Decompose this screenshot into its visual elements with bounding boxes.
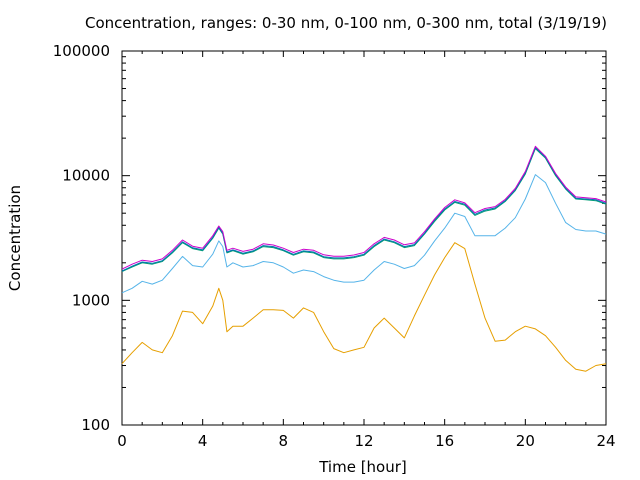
series-line-3 [121, 148, 607, 273]
x-tick-label: 0 [117, 432, 127, 450]
y-tick-label: 1000 [72, 291, 110, 309]
x-tick-label: 4 [198, 432, 208, 450]
y-tick-label: 100 [81, 416, 110, 434]
series-line-1 [121, 242, 607, 372]
y-tick-label: 100000 [53, 42, 110, 60]
plot-border [121, 50, 607, 426]
y-tick-label: 10000 [62, 167, 110, 185]
plot-frame [121, 50, 607, 426]
series-lines [121, 145, 607, 372]
axis-ticks: 0 4 8 12 16 20 24 100 1000 10000 100000 [53, 42, 616, 450]
series-line-4 [121, 147, 607, 272]
y-axis-label: Concentration [6, 185, 24, 291]
x-tick-label: 20 [516, 432, 535, 450]
chart-title: Concentration, ranges: 0-30 nm, 0-100 nm… [85, 14, 607, 32]
x-tick-label: 8 [279, 432, 289, 450]
x-tick-label: 16 [435, 432, 454, 450]
series-line-5 [121, 145, 607, 270]
series-line-2 [121, 174, 607, 294]
x-tick-label: 12 [354, 432, 373, 450]
x-tick-label: 24 [596, 432, 615, 450]
x-axis-label: Time [hour] [318, 458, 407, 476]
